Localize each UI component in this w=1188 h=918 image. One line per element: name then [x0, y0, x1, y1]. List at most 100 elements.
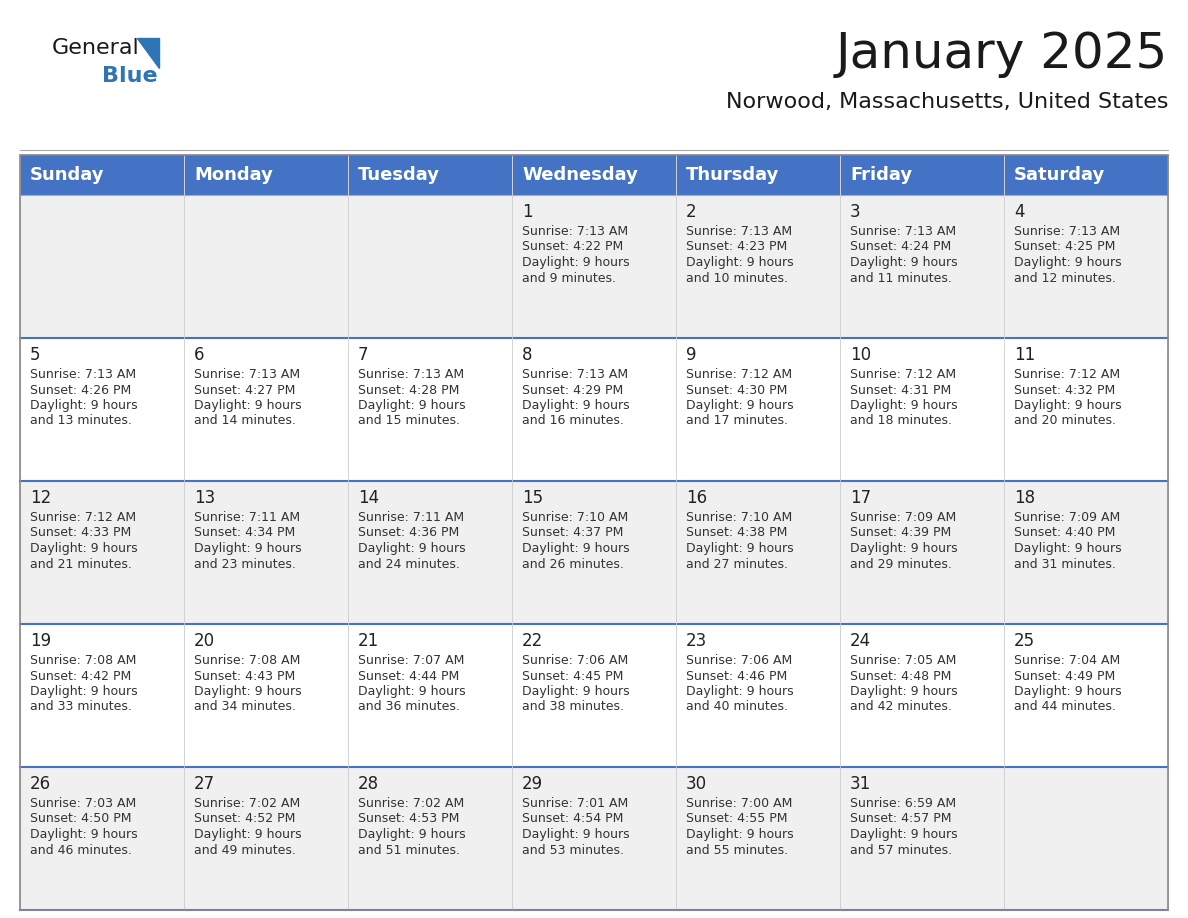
Text: Daylight: 9 hours: Daylight: 9 hours — [849, 828, 958, 841]
Text: 11: 11 — [1015, 346, 1035, 364]
Text: and 49 minutes.: and 49 minutes. — [194, 844, 296, 856]
Bar — [348, 767, 512, 910]
Text: and 11 minutes.: and 11 minutes. — [849, 272, 952, 285]
Text: and 44 minutes.: and 44 minutes. — [1015, 700, 1116, 713]
Bar — [348, 195, 512, 338]
Text: Wednesday: Wednesday — [522, 166, 638, 184]
Bar — [184, 767, 348, 910]
Text: Daylight: 9 hours: Daylight: 9 hours — [849, 399, 958, 412]
Text: and 10 minutes.: and 10 minutes. — [685, 272, 788, 285]
Text: Daylight: 9 hours: Daylight: 9 hours — [358, 542, 466, 555]
Text: 7: 7 — [358, 346, 368, 364]
Bar — [20, 155, 1168, 910]
Text: Sunset: 4:39 PM: Sunset: 4:39 PM — [849, 527, 952, 540]
Text: Sunrise: 7:12 AM: Sunrise: 7:12 AM — [30, 511, 137, 524]
Text: and 13 minutes.: and 13 minutes. — [30, 415, 132, 428]
Text: Sunrise: 7:08 AM: Sunrise: 7:08 AM — [30, 654, 137, 667]
Bar — [20, 481, 184, 624]
Text: Sunrise: 7:13 AM: Sunrise: 7:13 AM — [522, 225, 628, 238]
Text: Sunset: 4:42 PM: Sunset: 4:42 PM — [30, 669, 131, 682]
Text: Sunrise: 7:11 AM: Sunrise: 7:11 AM — [358, 511, 465, 524]
Bar — [1004, 155, 1168, 195]
Text: Daylight: 9 hours: Daylight: 9 hours — [358, 399, 466, 412]
Text: Daylight: 9 hours: Daylight: 9 hours — [194, 542, 302, 555]
Text: and 34 minutes.: and 34 minutes. — [194, 700, 296, 713]
Text: Sunrise: 7:11 AM: Sunrise: 7:11 AM — [194, 511, 301, 524]
Text: and 17 minutes.: and 17 minutes. — [685, 415, 788, 428]
Text: Sunset: 4:37 PM: Sunset: 4:37 PM — [522, 527, 624, 540]
Text: and 53 minutes.: and 53 minutes. — [522, 844, 624, 856]
Bar — [840, 338, 1004, 481]
Text: Daylight: 9 hours: Daylight: 9 hours — [1015, 685, 1121, 698]
Bar — [1004, 338, 1168, 481]
Text: Daylight: 9 hours: Daylight: 9 hours — [685, 828, 794, 841]
Bar — [676, 481, 840, 624]
Text: Sunset: 4:28 PM: Sunset: 4:28 PM — [358, 384, 460, 397]
Text: Sunrise: 7:00 AM: Sunrise: 7:00 AM — [685, 797, 792, 810]
Text: Blue: Blue — [102, 66, 158, 86]
Text: Sunrise: 7:05 AM: Sunrise: 7:05 AM — [849, 654, 956, 667]
Text: Daylight: 9 hours: Daylight: 9 hours — [30, 399, 138, 412]
Text: 20: 20 — [194, 632, 215, 650]
Text: Sunrise: 7:08 AM: Sunrise: 7:08 AM — [194, 654, 301, 667]
Text: 26: 26 — [30, 775, 51, 793]
Text: Sunrise: 6:59 AM: Sunrise: 6:59 AM — [849, 797, 956, 810]
Text: 18: 18 — [1015, 489, 1035, 507]
Text: Daylight: 9 hours: Daylight: 9 hours — [194, 399, 302, 412]
Text: Sunrise: 7:12 AM: Sunrise: 7:12 AM — [849, 368, 956, 381]
Text: and 9 minutes.: and 9 minutes. — [522, 272, 617, 285]
Bar — [184, 624, 348, 767]
Text: Tuesday: Tuesday — [358, 166, 440, 184]
Text: 21: 21 — [358, 632, 379, 650]
Text: and 26 minutes.: and 26 minutes. — [522, 557, 624, 570]
Text: Sunrise: 7:09 AM: Sunrise: 7:09 AM — [849, 511, 956, 524]
Text: Sunrise: 7:10 AM: Sunrise: 7:10 AM — [522, 511, 628, 524]
Text: and 55 minutes.: and 55 minutes. — [685, 844, 788, 856]
Text: Sunset: 4:48 PM: Sunset: 4:48 PM — [849, 669, 952, 682]
Text: 16: 16 — [685, 489, 707, 507]
Text: Sunset: 4:24 PM: Sunset: 4:24 PM — [849, 241, 952, 253]
Text: and 18 minutes.: and 18 minutes. — [849, 415, 952, 428]
Text: Thursday: Thursday — [685, 166, 779, 184]
Text: Sunset: 4:52 PM: Sunset: 4:52 PM — [194, 812, 296, 825]
Text: 2: 2 — [685, 203, 696, 221]
Bar — [184, 338, 348, 481]
Text: Sunset: 4:55 PM: Sunset: 4:55 PM — [685, 812, 788, 825]
Text: Daylight: 9 hours: Daylight: 9 hours — [685, 685, 794, 698]
Text: Monday: Monday — [194, 166, 273, 184]
Text: Sunrise: 7:09 AM: Sunrise: 7:09 AM — [1015, 511, 1120, 524]
Text: Daylight: 9 hours: Daylight: 9 hours — [522, 399, 630, 412]
Text: 5: 5 — [30, 346, 40, 364]
Text: and 21 minutes.: and 21 minutes. — [30, 557, 132, 570]
Bar — [676, 624, 840, 767]
Text: Sunset: 4:29 PM: Sunset: 4:29 PM — [522, 384, 624, 397]
Text: Daylight: 9 hours: Daylight: 9 hours — [522, 828, 630, 841]
Bar — [184, 155, 348, 195]
Text: 3: 3 — [849, 203, 860, 221]
Text: Sunrise: 7:10 AM: Sunrise: 7:10 AM — [685, 511, 792, 524]
Bar — [20, 155, 184, 195]
Text: Daylight: 9 hours: Daylight: 9 hours — [30, 828, 138, 841]
Text: and 27 minutes.: and 27 minutes. — [685, 557, 788, 570]
Text: and 14 minutes.: and 14 minutes. — [194, 415, 296, 428]
Bar — [840, 155, 1004, 195]
Bar — [512, 767, 676, 910]
Text: and 24 minutes.: and 24 minutes. — [358, 557, 460, 570]
Bar — [512, 624, 676, 767]
Text: Sunrise: 7:02 AM: Sunrise: 7:02 AM — [194, 797, 301, 810]
Text: Sunset: 4:36 PM: Sunset: 4:36 PM — [358, 527, 460, 540]
Bar — [348, 155, 512, 195]
Text: Sunrise: 7:06 AM: Sunrise: 7:06 AM — [685, 654, 792, 667]
Bar — [20, 624, 184, 767]
Text: Sunset: 4:27 PM: Sunset: 4:27 PM — [194, 384, 296, 397]
Bar — [20, 767, 184, 910]
Bar — [184, 195, 348, 338]
Text: Sunrise: 7:12 AM: Sunrise: 7:12 AM — [685, 368, 792, 381]
Text: Sunset: 4:31 PM: Sunset: 4:31 PM — [849, 384, 952, 397]
Text: Sunset: 4:43 PM: Sunset: 4:43 PM — [194, 669, 296, 682]
Bar — [676, 195, 840, 338]
Text: Daylight: 9 hours: Daylight: 9 hours — [1015, 399, 1121, 412]
Text: Daylight: 9 hours: Daylight: 9 hours — [358, 828, 466, 841]
Bar — [512, 155, 676, 195]
Bar — [676, 767, 840, 910]
